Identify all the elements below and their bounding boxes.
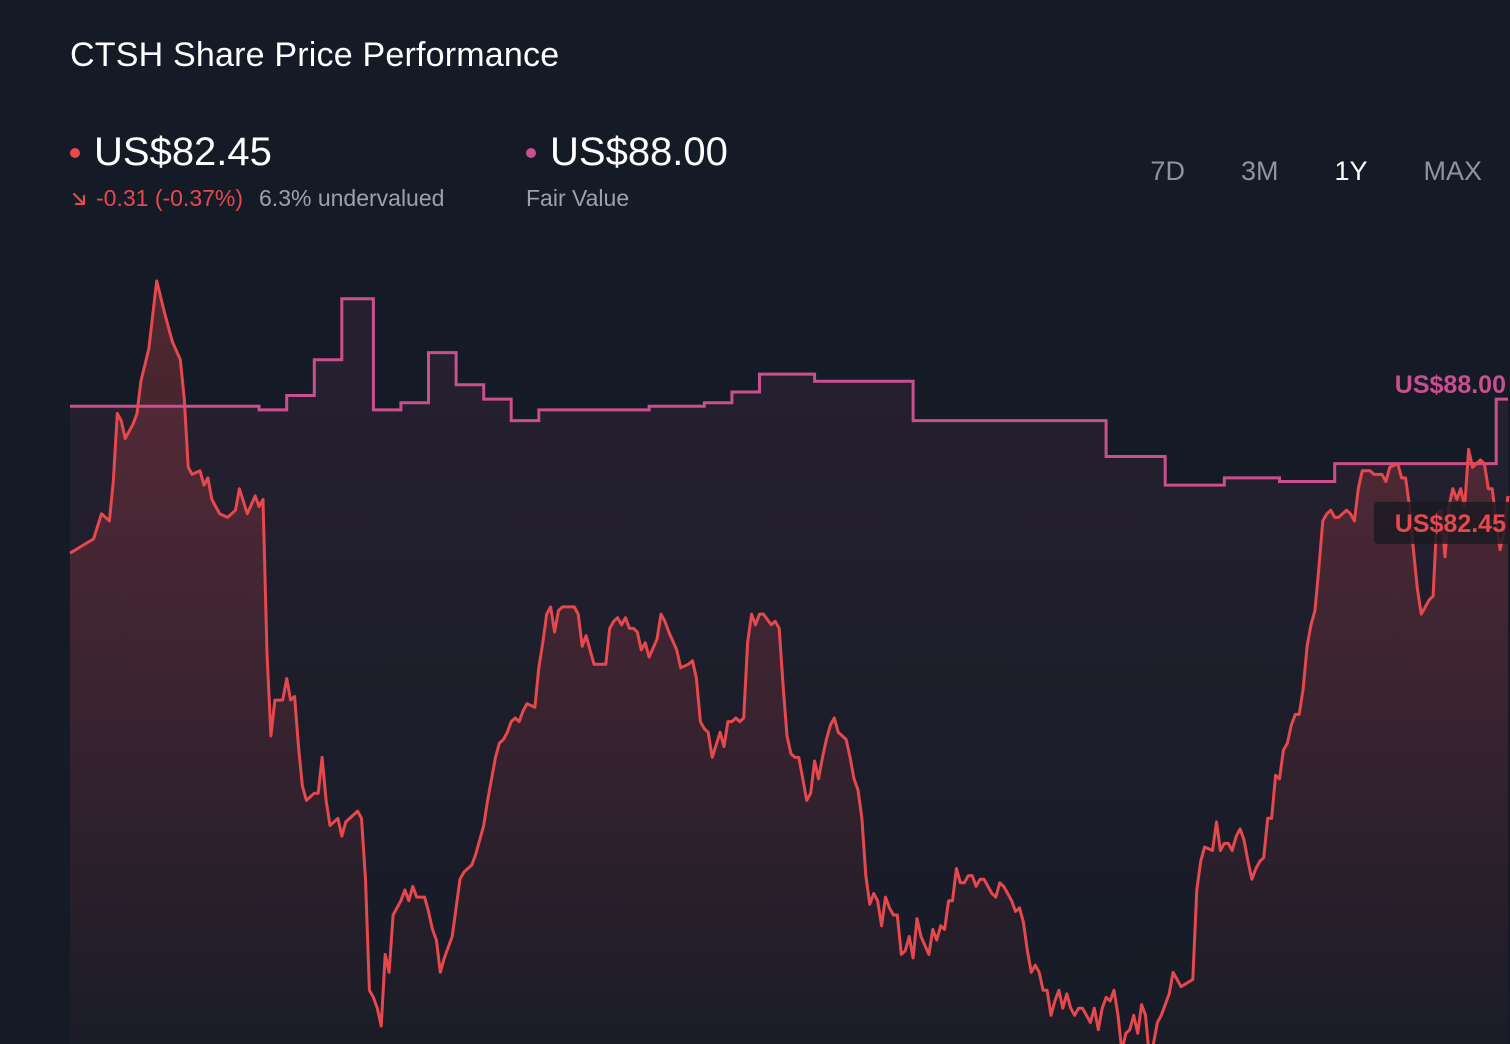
fair-value-legend-dot: [526, 147, 536, 158]
price-change-value: -0.31 (-0.37%): [96, 185, 244, 211]
range-1y-button[interactable]: 1Y: [1334, 156, 1368, 186]
fair-value-price: US$88.00: [550, 130, 728, 174]
fair-value-area: [70, 298, 1508, 1044]
price-end-label: US$82.45: [1395, 510, 1506, 538]
range-3m-button[interactable]: 3M: [1240, 156, 1279, 186]
range-7d-button[interactable]: 7D: [1150, 156, 1185, 186]
fair-value-end-label: US$88.00: [1395, 371, 1506, 399]
price-change: -0.31 (-0.37%): [70, 185, 243, 212]
time-range-selector: 7D 3M 1Y MAX: [1150, 156, 1482, 187]
current-price-block: US$82.45 -0.31 (-0.37%) 6.3% undervalued: [70, 130, 444, 212]
arrow-down-right-icon: [72, 192, 86, 205]
fair-value-block: US$88.00 Fair Value: [526, 130, 728, 212]
share-price-area: [70, 280, 1508, 1044]
price-end-label-bg: [1374, 501, 1510, 544]
price-legend-dot: [70, 147, 80, 158]
fair-value-label: Fair Value: [526, 185, 630, 211]
current-price: US$82.45: [94, 130, 272, 174]
chart-title: CTSH Share Price Performance: [70, 36, 560, 74]
valuation-note: 6.3% undervalued: [259, 185, 445, 211]
range-max-button[interactable]: MAX: [1423, 156, 1482, 186]
plot-area: US$88.00 US$82.45: [69, 279, 1510, 1044]
share-price-line: [69, 279, 1510, 1044]
fair-value-line: [70, 297, 1508, 487]
